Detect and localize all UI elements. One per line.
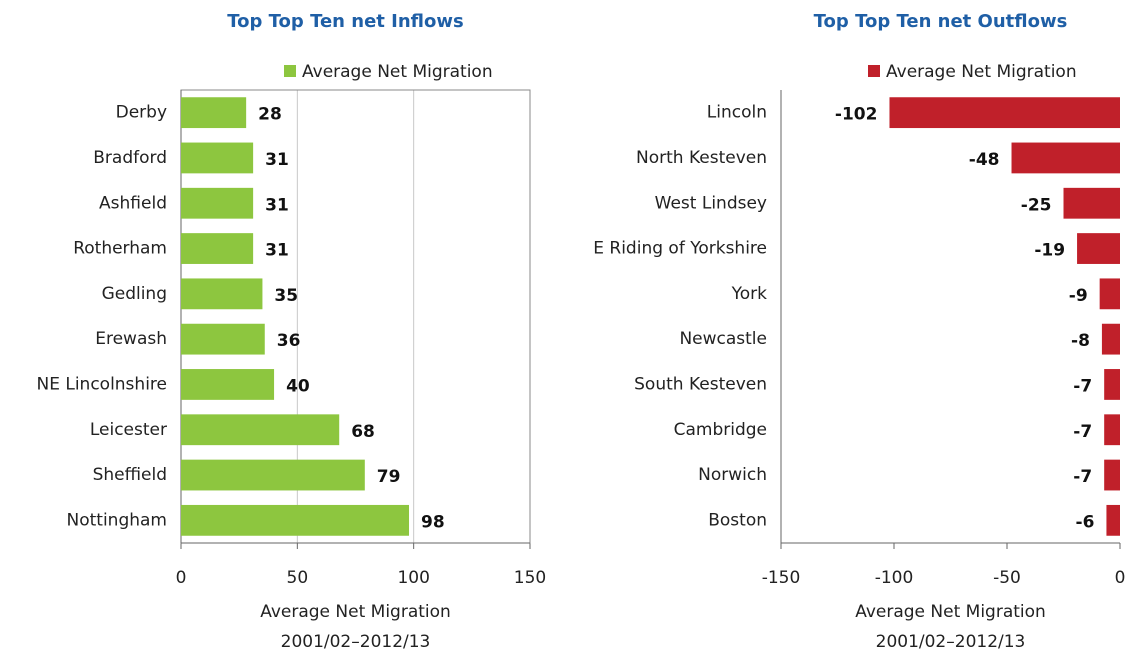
bar [1106,504,1120,536]
legend-swatch [284,65,296,77]
data-label: -7 [1073,422,1092,442]
bar [1104,414,1120,446]
bar [181,369,275,400]
x-tick-label: -100 [875,568,914,588]
data-label: 40 [286,376,310,396]
data-label: 31 [265,195,289,215]
x-tick-label: -50 [993,568,1021,588]
y-tick-label: South Kesteven [634,374,767,394]
data-label: -25 [1021,195,1052,215]
data-label: 36 [277,331,301,351]
x-tick-label: 100 [397,568,429,588]
bar [889,97,1120,129]
y-tick-label: NE Lincolnshire [36,374,167,394]
x-tick-label: -150 [762,568,801,588]
data-label: 28 [258,105,282,125]
x-tick-label: 150 [514,568,546,588]
bar [181,323,265,355]
data-label: -8 [1071,331,1090,351]
y-tick-label: Lincoln [707,103,767,123]
y-tick-label: Newcastle [679,329,767,349]
data-label: -48 [969,150,1000,170]
legend-label: Average Net Migration [886,62,1077,82]
data-label: -7 [1073,467,1092,487]
data-label: -19 [1034,241,1065,261]
y-tick-label: Norwich [698,465,767,485]
y-tick-label: Cambridge [674,420,767,440]
data-label: -7 [1073,376,1092,396]
bar [1104,369,1120,400]
legend-label: Average Net Migration [302,62,493,82]
data-label: -102 [835,105,878,125]
bar [1077,233,1120,264]
y-tick-label: Boston [708,510,767,530]
bar [1101,323,1120,355]
y-tick-label: Derby [116,103,167,123]
x-axis-label: Average Net Migration [260,602,451,622]
x-axis-label: 2001/02–2012/13 [281,632,431,652]
bar [181,187,254,219]
chart-title: Top Top Ten net Outflows [814,11,1068,32]
y-tick-label: E Riding of Yorkshire [593,239,767,259]
data-label: 79 [377,467,401,487]
legend-swatch [868,65,880,77]
y-tick-label: North Kesteven [636,148,767,168]
data-label: 68 [351,422,375,442]
bar [181,233,254,264]
bar [1099,278,1120,310]
bar [181,142,254,174]
data-label: 35 [274,286,298,306]
y-tick-label: Leicester [90,420,167,440]
data-label: 31 [265,150,289,170]
y-tick-label: Gedling [102,284,167,304]
bar [181,504,410,536]
data-label: 31 [265,241,289,261]
y-tick-label: Bradford [93,148,167,168]
x-axis-label: Average Net Migration [855,602,1046,622]
data-label: -9 [1069,286,1088,306]
y-tick-label: Erewash [95,329,167,349]
bar [181,278,263,310]
chart-title: Top Top Ten net Inflows [227,11,463,32]
x-tick-label: 0 [1115,568,1126,588]
data-label: -6 [1076,512,1095,532]
y-tick-label: Nottingham [67,510,168,530]
bar [1063,187,1120,219]
bar [181,97,247,129]
data-label: 98 [421,512,445,532]
y-tick-label: Rotherham [73,239,167,259]
y-tick-label: York [731,284,768,304]
y-tick-label: Ashfield [99,193,167,213]
y-tick-label: West Lindsey [655,193,767,213]
x-tick-label: 0 [176,568,187,588]
bar [1104,459,1120,491]
bar [181,414,340,446]
y-tick-label: Sheffield [93,465,167,485]
x-axis-label: 2001/02–2012/13 [876,632,1026,652]
x-tick-label: 50 [287,568,309,588]
bar [1011,142,1120,174]
bar [181,459,365,491]
